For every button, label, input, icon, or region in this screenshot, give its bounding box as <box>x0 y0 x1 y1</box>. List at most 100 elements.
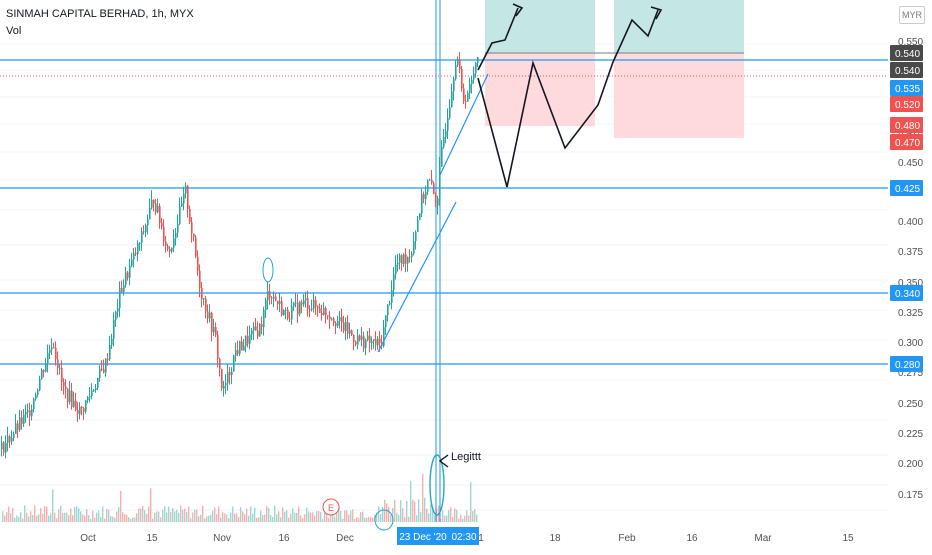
volume-bar <box>14 517 16 522</box>
candle-body <box>213 327 215 333</box>
candle-body <box>299 302 301 315</box>
candle-body <box>455 65 457 80</box>
volume-bar <box>176 510 178 522</box>
volume-bar <box>134 517 136 522</box>
candle-body <box>347 322 349 334</box>
volume-bar <box>96 512 98 522</box>
volume-bar <box>120 490 122 522</box>
candle-body <box>433 183 435 194</box>
volume-bar <box>164 506 166 522</box>
volume-bar <box>74 506 76 522</box>
volume-bar <box>8 506 10 522</box>
candle-body <box>395 264 397 275</box>
candle-body <box>89 395 91 398</box>
candle-body <box>371 341 373 343</box>
candle-body <box>219 358 221 369</box>
candle-body <box>461 68 463 89</box>
projection-path-main <box>477 9 659 188</box>
candle-body <box>313 299 315 309</box>
candle-body <box>277 300 279 305</box>
volume-bar <box>412 499 414 522</box>
volume-bar <box>448 510 450 522</box>
volume-bar <box>212 510 214 522</box>
volume-bar <box>182 509 184 522</box>
candle-body <box>449 107 451 118</box>
crosshair-date-label: 23 Dec '20 <box>399 532 447 543</box>
volume-bar <box>102 506 104 522</box>
candle-body <box>135 252 137 255</box>
price-badge <box>890 45 923 61</box>
arrow-head-1 <box>512 3 524 17</box>
candle-body <box>469 84 471 94</box>
candle-body <box>399 255 401 264</box>
volume-bar <box>296 512 298 522</box>
volume-bar <box>210 514 212 522</box>
volume-bar <box>258 517 260 522</box>
candle-body <box>41 369 43 380</box>
candle-body <box>51 347 53 350</box>
candle-body <box>393 274 395 291</box>
candle-body <box>21 417 23 425</box>
candle-body <box>233 355 235 372</box>
volume-bar <box>146 513 148 522</box>
earnings-marker[interactable] <box>322 498 340 516</box>
candle-body <box>181 203 183 207</box>
volume-bar <box>94 517 96 522</box>
volume-bar <box>440 518 442 522</box>
candle-body <box>353 334 355 342</box>
price-badge <box>890 285 923 301</box>
candle-body <box>201 288 203 300</box>
volume-label: Vol <box>6 25 22 37</box>
candle-body <box>191 222 193 234</box>
volume-bar <box>422 473 424 522</box>
candle-body <box>223 385 225 389</box>
candle-body <box>225 383 227 386</box>
volume-bar <box>450 507 452 522</box>
volume-bar <box>172 507 174 522</box>
candle-body <box>53 347 55 349</box>
candle-body <box>407 256 409 264</box>
candle-body <box>409 256 411 258</box>
volume-bar <box>230 512 232 522</box>
time-tick-label: Dec <box>336 533 354 544</box>
candle-body <box>145 225 147 233</box>
volume-bar <box>268 507 270 522</box>
candle-body <box>77 410 79 415</box>
volume-bar <box>394 499 396 522</box>
candle-body <box>1 442 3 450</box>
volume-bar <box>434 515 436 522</box>
candle-body <box>119 287 121 308</box>
volume-bar <box>408 516 410 522</box>
candle-body <box>59 367 61 369</box>
candle-body <box>417 219 419 232</box>
candle-body <box>83 408 85 412</box>
volume-bar <box>330 512 332 522</box>
volume-bar <box>290 513 292 522</box>
time-tick-label: 18 <box>549 533 561 544</box>
candle-body <box>267 291 269 301</box>
candle-body <box>367 335 369 341</box>
candle-body <box>85 400 87 412</box>
volume-bar <box>46 506 48 522</box>
volume-bar <box>26 512 28 522</box>
time-tick-label: Nov <box>213 533 231 544</box>
currency-button[interactable]: MYR <box>899 6 925 24</box>
volume-bar <box>104 518 106 522</box>
volume-bar <box>260 510 262 522</box>
candle-body <box>47 352 49 364</box>
volume-bar <box>156 511 158 522</box>
price-badge <box>890 62 923 78</box>
candle-body <box>349 330 351 334</box>
price-badge-label: 0.540 <box>895 66 920 77</box>
volume-bar <box>168 506 170 522</box>
volume-bar <box>42 514 44 522</box>
candle-body <box>273 296 275 299</box>
volume-bar <box>56 518 58 522</box>
volume-bar <box>250 506 252 522</box>
volume-bar <box>336 507 338 522</box>
volume-bar <box>78 508 80 522</box>
volume-bar <box>20 512 22 522</box>
volume-bar <box>198 516 200 522</box>
